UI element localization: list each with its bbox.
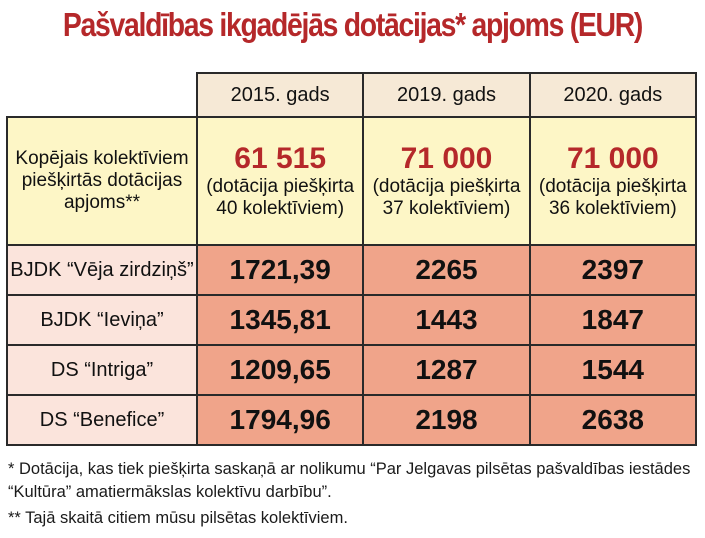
data-table: 2015. gads 2019. gads 2020. gads Kopējai… <box>6 72 698 446</box>
total-value: 71 000 <box>400 142 493 175</box>
table-cell: 1443 <box>362 294 531 346</box>
row-label: DS “Benefice” <box>6 394 198 446</box>
header-row: 2015. gads 2019. gads 2020. gads <box>6 72 698 118</box>
total-note: (dotācija piešķirta 36 kolektīviem) <box>538 176 687 219</box>
table-row: BJDK “Ieviņa” 1345,81 1443 1847 <box>6 294 698 346</box>
table-row: BJDK “Vēja zirdziņš” 1721,39 2265 2397 <box>6 244 698 296</box>
total-row-label: Kopējais kolektīviem piešķirtās dotācija… <box>6 116 198 246</box>
table-cell: 2638 <box>528 394 698 446</box>
table-cell: 1794,96 <box>195 394 365 446</box>
corner-cell <box>6 72 198 118</box>
row-label: BJDK “Ieviņa” <box>6 294 198 346</box>
table-cell: 1847 <box>528 294 698 346</box>
page-title: Pašvaldības ikgadējās dotācijas* apjoms … <box>62 6 643 43</box>
total-note: (dotācija piešķirta 40 kolektīviem) <box>206 176 355 219</box>
footnote-1: * Dotācija, kas tiek piešķirta saskaņā a… <box>8 460 691 478</box>
table-cell: 2397 <box>528 244 698 296</box>
total-value: 71 000 <box>566 142 659 175</box>
total-cell: 71 000 (dotācija piešķirta 36 kolektīvie… <box>528 116 698 246</box>
total-row: Kopējais kolektīviem piešķirtās dotācija… <box>6 116 698 246</box>
column-header: 2020. gads <box>528 72 698 118</box>
table-cell: 1544 <box>528 344 698 396</box>
total-cell: 71 000 (dotācija piešķirta 37 kolektīvie… <box>362 116 531 246</box>
table-row: DS “Benefice” 1794,96 2198 2638 <box>6 394 698 446</box>
table-cell: 1345,81 <box>195 294 365 346</box>
total-value: 61 515 <box>234 142 327 175</box>
column-header: 2019. gads <box>362 72 531 118</box>
total-cell: 61 515 (dotācija piešķirta 40 kolektīvie… <box>195 116 365 246</box>
row-label: DS “Intriga” <box>6 344 198 396</box>
table-cell: 2198 <box>362 394 531 446</box>
footnote-1-cont: “Kultūra” amatiermākslas kolektīvu darbī… <box>8 483 332 501</box>
table-row: DS “Intriga” 1209,65 1287 1544 <box>6 344 698 396</box>
table-cell: 1287 <box>362 344 531 396</box>
column-header: 2015. gads <box>195 72 365 118</box>
table-cell: 1721,39 <box>195 244 365 296</box>
table-cell: 2265 <box>362 244 531 296</box>
row-label: BJDK “Vēja zirdziņš” <box>6 244 198 296</box>
table-cell: 1209,65 <box>195 344 365 396</box>
footnote-2: ** Tajā skaitā citiem mūsu pilsētas kole… <box>8 509 348 527</box>
total-note: (dotācija piešķirta 37 kolektīviem) <box>372 176 521 219</box>
